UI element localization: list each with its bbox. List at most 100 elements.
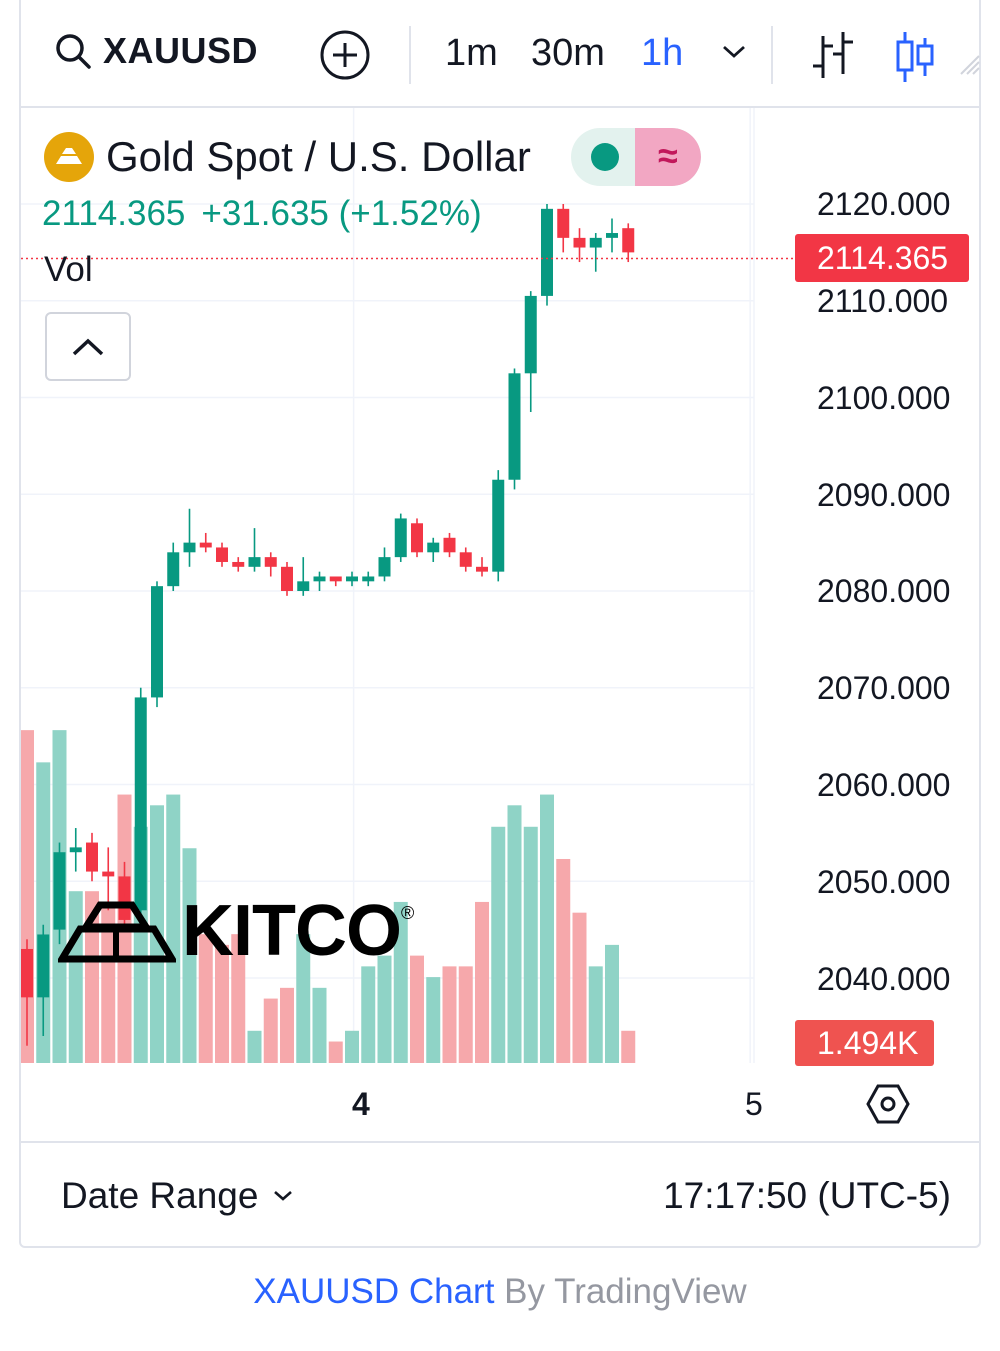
volume-bar bbox=[328, 1041, 343, 1063]
toolbar-divider bbox=[771, 26, 773, 84]
resize-handle-icon[interactable] bbox=[959, 46, 981, 76]
legend-last-price: 2114.365 bbox=[42, 194, 186, 233]
symbol-description: Gold Spot / U.S. Dollar bbox=[106, 133, 531, 180]
price-series bbox=[21, 204, 635, 1046]
chevron-down-icon bbox=[274, 1191, 293, 1201]
volume-bar bbox=[393, 901, 408, 1063]
attribution-by: By TradingView bbox=[504, 1272, 747, 1311]
price-axis-label: 2090.000 bbox=[817, 477, 951, 513]
candle-body bbox=[378, 557, 391, 577]
candle-body bbox=[329, 576, 342, 582]
candlestick-chart[interactable] bbox=[21, 108, 979, 1140]
market-status-toggle[interactable]: ≈ bbox=[570, 128, 701, 186]
interval-1h[interactable]: 1h bbox=[641, 32, 684, 74]
volume-bar bbox=[85, 891, 99, 1063]
volume-bar bbox=[621, 1030, 636, 1063]
price-axis-label: 2100.000 bbox=[817, 380, 951, 416]
price-axis-label: 2110.000 bbox=[817, 283, 949, 319]
symbol-search[interactable]: XAUUSD bbox=[53, 30, 258, 72]
price-axis-label: 2120.000 bbox=[817, 186, 951, 222]
chevron-up-icon bbox=[72, 338, 104, 355]
volume-bar bbox=[540, 794, 554, 1063]
candle-body bbox=[557, 208, 570, 238]
interval-30m[interactable]: 30m bbox=[531, 32, 605, 74]
candle-body bbox=[346, 576, 358, 582]
candle-body bbox=[541, 208, 553, 296]
chart-toolbar: XAUUSD 1m 30m 1h bbox=[19, 0, 981, 108]
volume-bar bbox=[410, 955, 424, 1063]
price-axis-label: 2040.000 bbox=[817, 961, 951, 997]
candle-body bbox=[508, 373, 521, 480]
candle-body bbox=[622, 228, 635, 253]
last-price-badge: 2114.365 bbox=[795, 234, 969, 282]
chevron-down-icon[interactable] bbox=[721, 42, 747, 62]
volume-bar bbox=[442, 966, 457, 1063]
candle-body bbox=[232, 561, 245, 567]
volume-bar bbox=[475, 901, 489, 1063]
volume-bar bbox=[361, 966, 376, 1063]
add-symbol-icon[interactable] bbox=[319, 29, 371, 81]
attribution-link[interactable]: XAUUSD Chart bbox=[253, 1272, 495, 1311]
candle-body bbox=[248, 557, 261, 567]
time-axis-label: 4 bbox=[352, 1086, 370, 1122]
volume-bar bbox=[458, 966, 473, 1063]
price-axis-label: 2080.000 bbox=[817, 573, 951, 609]
volume-bar bbox=[296, 934, 311, 1063]
volume-bar bbox=[556, 858, 571, 1063]
settings-icon[interactable] bbox=[866, 1082, 910, 1126]
volume-bar bbox=[280, 987, 294, 1063]
candle-body bbox=[69, 847, 82, 853]
volume-bar bbox=[377, 955, 392, 1063]
candle-body bbox=[134, 697, 147, 911]
collapse-legend-button[interactable] bbox=[45, 312, 131, 381]
symbol-name: XAUUSD bbox=[103, 30, 259, 71]
candle-body bbox=[459, 552, 472, 567]
candle-body bbox=[573, 237, 586, 248]
volume-bar bbox=[312, 987, 327, 1063]
interval-1m[interactable]: 1m bbox=[445, 32, 498, 74]
candle-body bbox=[476, 566, 488, 572]
volume-bar bbox=[182, 848, 197, 1063]
candle-body bbox=[362, 576, 375, 582]
chart-pane[interactable] bbox=[21, 108, 979, 1140]
volume-series bbox=[21, 730, 636, 1063]
date-range-dropdown[interactable]: Date Range bbox=[61, 1175, 294, 1217]
chart-footer: Date Range 17:17:50 (UTC-5) bbox=[21, 1141, 979, 1246]
volume-bar bbox=[215, 944, 229, 1063]
candle-body bbox=[37, 934, 50, 998]
volume-bar bbox=[572, 912, 587, 1063]
attribution: XAUUSD Chart By TradingView bbox=[0, 1272, 1000, 1312]
toolbar-divider bbox=[409, 26, 411, 84]
price-axis-label: 2050.000 bbox=[817, 864, 951, 900]
candle-body bbox=[313, 576, 326, 582]
gold-bar-icon bbox=[44, 132, 94, 182]
registered-mark: ® bbox=[400, 902, 415, 923]
candle-body bbox=[443, 537, 456, 553]
volume-bar bbox=[247, 1030, 262, 1063]
candle-body bbox=[297, 581, 310, 591]
approx-icon: ≈ bbox=[634, 128, 701, 186]
kitco-wordmark: KITCO bbox=[182, 891, 402, 971]
chart-legend: Gold Spot / U.S. Dollar ≈ bbox=[44, 128, 701, 186]
candle-body bbox=[199, 542, 212, 548]
volume-bar bbox=[523, 826, 538, 1063]
volume-bar bbox=[588, 966, 603, 1063]
candle-body bbox=[427, 542, 440, 553]
candle-body bbox=[216, 547, 228, 562]
candle-body bbox=[394, 518, 407, 558]
candle-body bbox=[86, 842, 98, 872]
bar-chart-type-icon[interactable] bbox=[809, 30, 857, 82]
volume-bar bbox=[231, 934, 246, 1063]
candle-body bbox=[411, 523, 423, 553]
market-open-dot bbox=[590, 143, 619, 171]
candle-body bbox=[183, 542, 196, 553]
volume-bar bbox=[426, 977, 441, 1063]
volume-label: Vol bbox=[44, 250, 93, 289]
candle-body bbox=[102, 871, 115, 877]
volume-bar bbox=[605, 944, 619, 1063]
candle-body bbox=[53, 852, 66, 930]
candlestick-chart-type-icon[interactable] bbox=[893, 30, 937, 84]
timezone-clock[interactable]: 17:17:50 (UTC-5) bbox=[663, 1175, 951, 1216]
candle-body bbox=[492, 479, 505, 572]
volume-bar bbox=[198, 934, 213, 1063]
